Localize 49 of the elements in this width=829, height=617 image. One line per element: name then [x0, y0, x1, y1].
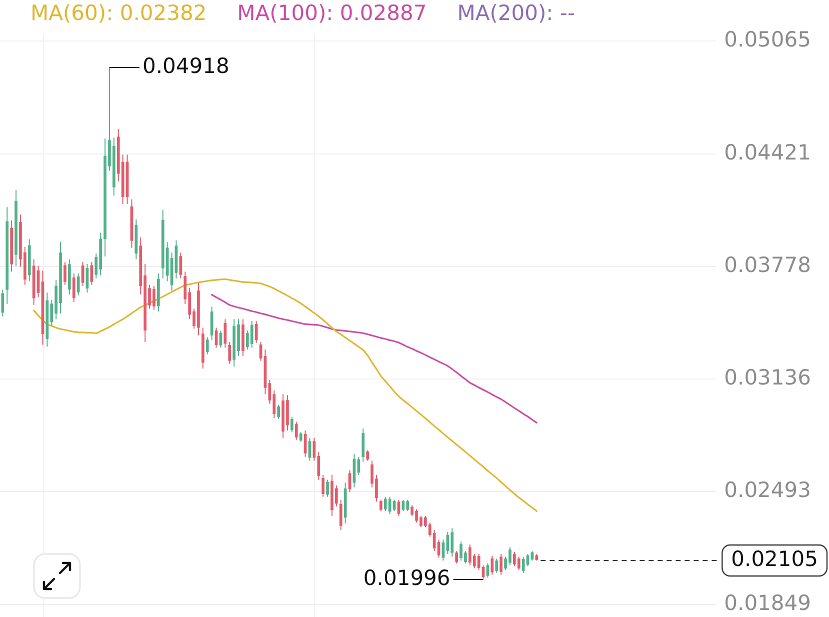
candlestick: [228, 341, 232, 364]
text: MA(60): 0.02382: [30, 0, 207, 25]
candlestick: [392, 499, 396, 512]
candlestick: [388, 496, 392, 514]
candlestick: [446, 532, 450, 554]
candlestick: [495, 558, 498, 574]
candlestick: [326, 479, 329, 498]
annotation: 0.04918: [142, 54, 230, 78]
candlestick: [366, 450, 370, 462]
candlestick: [402, 499, 405, 512]
candlestick: [90, 262, 94, 286]
y-tick-label: 0.01849: [724, 591, 812, 616]
candlestick: [522, 556, 525, 574]
candlestick: [277, 404, 280, 420]
candlestick: [334, 484, 338, 507]
y-tick-label: 0.03778: [724, 253, 812, 278]
y-tick-label: 0.02493: [724, 478, 812, 502]
candlestick: [455, 550, 458, 564]
candlestick: [224, 318, 227, 348]
candlestick: [517, 556, 520, 571]
candlestick: [1, 289, 4, 317]
candlestick: [72, 272, 76, 302]
candlestick: [64, 262, 66, 286]
line-series: [211, 294, 538, 424]
candlestick: [348, 470, 352, 493]
candlestick: [254, 320, 258, 344]
y-tick-label: 0.05065: [724, 28, 812, 52]
candlestick: [322, 474, 325, 498]
ref-line-label: 0.02105: [731, 546, 818, 571]
candlestick: [294, 421, 298, 440]
candlestick: [76, 272, 80, 296]
candlestick: [362, 428, 365, 462]
candlestick: [290, 416, 294, 433]
candlestick: [339, 499, 342, 531]
legend-label: MA(200): --: [457, 0, 576, 25]
text: MA(100): 0.02887: [237, 0, 427, 25]
candlestick: [299, 432, 302, 442]
candlestick: [206, 336, 209, 355]
y-tick-label: 0.03136: [724, 366, 812, 390]
candlestick: [486, 562, 490, 578]
candlestick: [179, 252, 182, 279]
y-tick-label: 0.04421: [724, 140, 812, 164]
candlestick: [500, 553, 503, 576]
candlestick: [210, 306, 214, 341]
candlestick: [397, 499, 400, 516]
candlestick: [379, 499, 382, 512]
candlestick: [250, 320, 254, 348]
annotation: 0.01996: [363, 566, 450, 590]
candlestick: [490, 555, 494, 576]
